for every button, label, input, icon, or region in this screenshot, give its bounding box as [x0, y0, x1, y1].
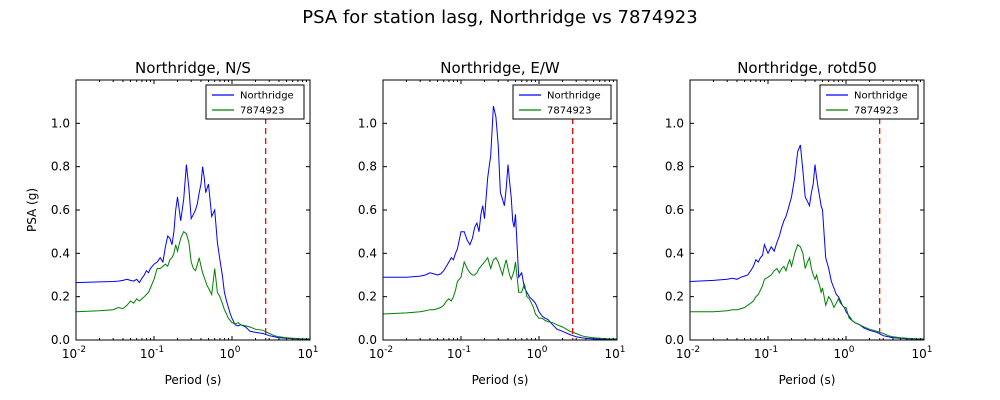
series-line-northridge — [76, 164, 310, 340]
y-tick-label: 0.4 — [665, 246, 684, 260]
x-tick-label: 10-1 — [754, 345, 778, 361]
plot-area — [690, 98, 924, 340]
figure-suptitle: PSA for station lasg, Northridge vs 7874… — [302, 7, 697, 28]
legend-entry: 7874923 — [854, 106, 899, 117]
x-tick-label: 101 — [911, 345, 932, 361]
legend-entry: Northridge — [547, 91, 601, 102]
legend-entry: Northridge — [854, 91, 908, 102]
y-tick-label: 0.8 — [51, 160, 70, 174]
panel-2: Northridge, E/W 0.0 0.2 0.4 0.6 0.8 1.0 10-2 10-… — [358, 59, 626, 387]
y-tick-label: 0.0 — [665, 333, 684, 347]
x-tick-label: 100 — [833, 345, 854, 361]
x-axis-label: Period (s) — [165, 373, 222, 387]
legend: Northridge 7874923 — [819, 84, 919, 120]
panel-3: Northridge, rotd50 0.0 0.2 0.4 0.6 0.8 1.0 10-2… — [665, 59, 933, 387]
y-tick-label: 0.8 — [665, 160, 684, 174]
series-line-northridge — [690, 144, 924, 340]
x-tick-label: 10-2 — [369, 345, 393, 361]
y-tick-label: 0.6 — [51, 203, 70, 217]
y-axis-label: PSA (g) — [25, 188, 39, 232]
legend: Northridge 7874923 — [512, 84, 612, 120]
legend: Northridge 7874923 — [205, 84, 305, 120]
panel-1: Northridge, N/S 0.0 0.2 0.4 0.6 0.8 1.0 10-2 10-… — [25, 59, 319, 387]
x-tick-label: 101 — [297, 345, 318, 361]
y-tick-label: 1.0 — [51, 116, 70, 130]
x-tick-label: 10-1 — [140, 345, 164, 361]
panel-title: Northridge, N/S — [135, 59, 251, 77]
y-tick-label: 0.4 — [358, 246, 377, 260]
legend-box — [205, 84, 305, 120]
legend-box — [819, 84, 919, 120]
series-line-northridge — [383, 105, 617, 340]
y-tick-label: 0.4 — [51, 246, 70, 260]
series-line-sim — [76, 230, 310, 340]
panel-title: Northridge, E/W — [440, 59, 560, 77]
y-tick-label: 0.6 — [358, 203, 377, 217]
y-tick-label: 0.2 — [358, 290, 377, 304]
y-tick-label: 0.8 — [358, 160, 377, 174]
x-tick-label: 10-1 — [447, 345, 471, 361]
series-line-sim — [690, 243, 924, 340]
legend-entry: 7874923 — [547, 106, 592, 117]
plot-area — [76, 98, 310, 340]
y-tick-label: 0.2 — [51, 290, 70, 304]
y-tick-label: 0.0 — [51, 333, 70, 347]
x-tick-label: 10-2 — [62, 345, 86, 361]
x-tick-label: 100 — [219, 345, 240, 361]
series-line-sim — [383, 256, 617, 340]
y-tick-label: 1.0 — [665, 116, 684, 130]
plot-area — [383, 98, 617, 340]
y-tick-label: 0.2 — [665, 290, 684, 304]
y-tick-label: 0.6 — [665, 203, 684, 217]
legend-entry: 7874923 — [240, 106, 285, 117]
x-tick-label: 101 — [604, 345, 625, 361]
y-tick-label: 0.0 — [358, 333, 377, 347]
legend-entry: Northridge — [240, 91, 294, 102]
x-tick-label: 10-2 — [676, 345, 700, 361]
panel-title: Northridge, rotd50 — [737, 59, 877, 77]
x-axis-label: Period (s) — [779, 373, 836, 387]
x-axis-label: Period (s) — [472, 373, 529, 387]
x-tick-label: 100 — [526, 345, 547, 361]
y-tick-label: 1.0 — [358, 116, 377, 130]
legend-box — [512, 84, 612, 120]
